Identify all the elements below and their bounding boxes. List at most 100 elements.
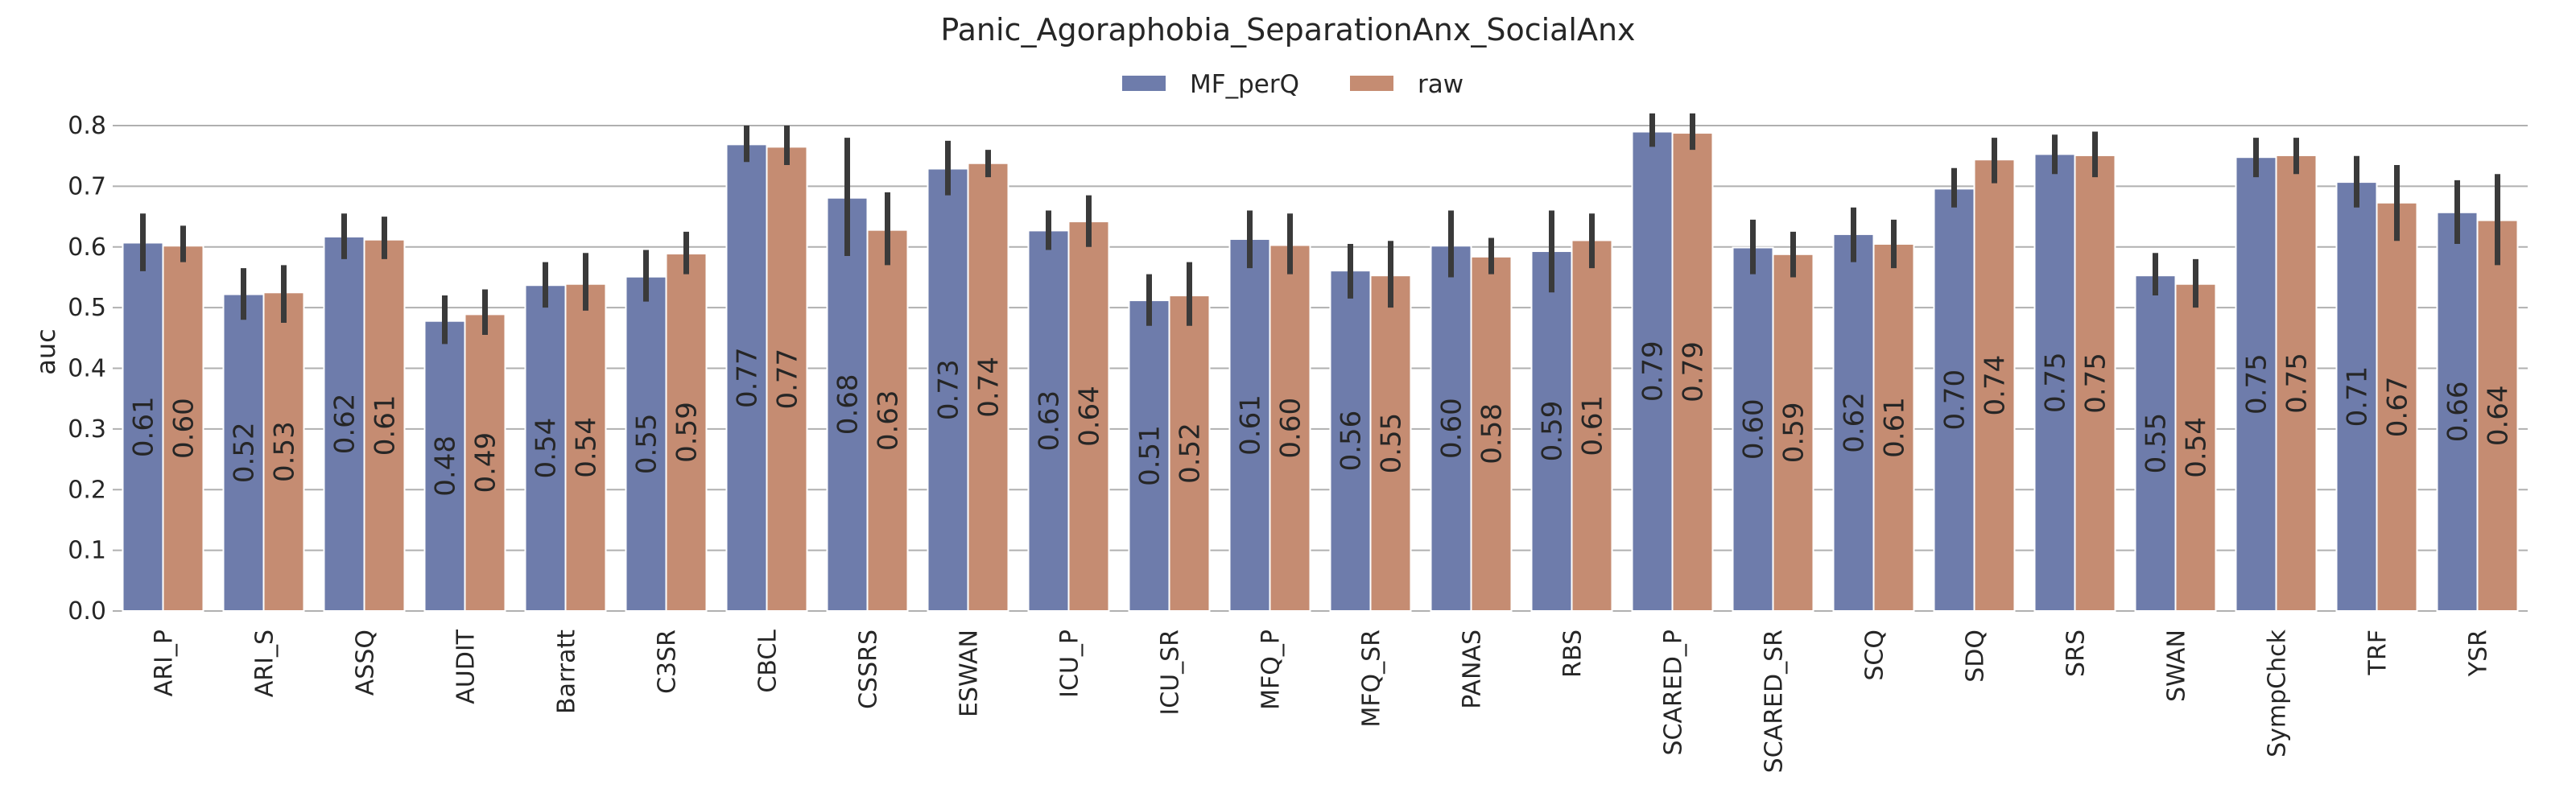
bar-value-label: 0.55 xyxy=(2140,413,2173,474)
bar-value-label: 0.60 xyxy=(1436,398,1468,459)
bar-value-label: 0.79 xyxy=(1678,341,1710,402)
x-tick-label: SCQ xyxy=(1861,630,1889,681)
bar-MF_perQ-TRF xyxy=(2335,181,2378,612)
bar-value-label: 0.54 xyxy=(530,418,563,479)
bar-value-label: 0.63 xyxy=(1034,390,1066,452)
bar-raw-SRS xyxy=(2074,154,2116,612)
bar-value-label: 0.73 xyxy=(933,359,965,420)
error-bars xyxy=(140,113,2500,345)
bar-MF_perQ-SympChck xyxy=(2235,156,2277,612)
x-tick-label: YSR xyxy=(2465,630,2493,677)
bar-raw-C3SR xyxy=(665,253,708,612)
bar-value-label: 0.64 xyxy=(2483,385,2515,446)
bar-value-label: 0.75 xyxy=(2080,353,2112,414)
bar-raw-ARI_S xyxy=(262,291,305,612)
bar-value-label: 0.54 xyxy=(2181,417,2213,478)
bar-value-label: 0.75 xyxy=(2040,352,2072,413)
bar-value-label: 0.59 xyxy=(1778,402,1810,464)
y-tick-label: 0.7 xyxy=(68,172,106,200)
bar-value-label: 0.79 xyxy=(1637,341,1670,402)
bar-value-label: 0.53 xyxy=(269,421,301,482)
bar-value-label: 0.59 xyxy=(1537,401,1569,462)
bar-value-label: 0.62 xyxy=(329,394,361,455)
bar-MF_perQ-CSSRS xyxy=(826,196,869,613)
y-tick-label: 0.3 xyxy=(68,415,106,444)
bar-raw-YSR xyxy=(2476,219,2519,612)
y-tick-label: 0.5 xyxy=(68,294,106,322)
bar-raw-ESWAN xyxy=(967,162,1009,613)
bar-value-label: 0.49 xyxy=(470,432,502,493)
x-tick-label: TRF xyxy=(2364,630,2392,675)
bar-value-label: 0.60 xyxy=(1738,398,1770,460)
bar-MF_perQ-MFQ_P xyxy=(1228,237,1271,612)
x-tick-label: SCARED_SR xyxy=(1761,630,1789,773)
x-tick-label: ARI_S xyxy=(251,630,279,697)
bar-value-label: 0.75 xyxy=(2241,353,2273,415)
y-tick-label: 0.8 xyxy=(68,112,106,140)
legend: MF_perQ raw xyxy=(1122,70,1463,99)
bar-raw-AUDIT xyxy=(464,313,506,612)
bar-MF_perQ-PANAS xyxy=(1430,245,1472,612)
bar-value-label: 0.55 xyxy=(1376,413,1408,474)
bar-value-label: 0.70 xyxy=(1939,369,1971,431)
bar-value-label: 0.61 xyxy=(369,395,402,456)
bar-value-label: 0.77 xyxy=(732,347,764,408)
bar-raw-ARI_P xyxy=(162,245,204,612)
bar-MF_perQ-Barratt xyxy=(524,284,567,612)
bar-value-label: 0.77 xyxy=(772,349,804,410)
x-tick-label: ICU_SR xyxy=(1157,630,1185,716)
bar-value-label: 0.67 xyxy=(2382,377,2414,438)
gridlines xyxy=(113,125,2528,612)
x-tick-label: MFQ_SR xyxy=(1358,630,1386,728)
bar-raw-MFQ_SR xyxy=(1369,275,1412,612)
x-tick-label: ASSQ xyxy=(352,630,380,696)
x-tick-label: ICU_P xyxy=(1056,630,1084,698)
bar-value-label: 0.62 xyxy=(1839,392,1871,453)
legend-swatch-raw xyxy=(1350,76,1393,91)
bar-raw-ICU_SR xyxy=(1168,295,1211,612)
y-axis-label: auc xyxy=(31,328,61,374)
x-tick-label: ESWAN xyxy=(956,630,984,717)
x-axis-ticks: ARI_P ARI_S ASSQ AUDIT Barratt C3SR CBCL CSSRS E… xyxy=(151,629,2493,773)
y-tick-label: 0.6 xyxy=(68,233,106,262)
bar-value-label: 0.75 xyxy=(2281,353,2314,414)
x-tick-label: SDQ xyxy=(1962,630,1990,683)
bar-value-label: 0.61 xyxy=(1235,394,1267,456)
bar-value-label: 0.60 xyxy=(1275,398,1307,459)
bar-raw-CBCL xyxy=(766,146,808,613)
bar-value-label: 0.55 xyxy=(631,413,663,474)
bar-raw-MFQ_P xyxy=(1269,244,1311,612)
y-axis-ticks: 0.0 0.1 0.2 0.3 0.4 0.5 0.6 0.7 0.8 xyxy=(68,112,106,625)
bar-raw-Barratt xyxy=(564,283,607,612)
bar-value-label: 0.61 xyxy=(128,396,160,457)
bar-value-label: 0.74 xyxy=(973,357,1005,418)
bar-value-label: 0.60 xyxy=(168,398,200,459)
x-tick-label: ARI_P xyxy=(151,630,179,696)
bar-raw-ASSQ xyxy=(363,238,406,612)
x-tick-label: CSSRS xyxy=(855,630,883,709)
bar-value-label: 0.63 xyxy=(873,390,905,451)
x-tick-label: AUDIT xyxy=(452,629,481,704)
bar-value-label: 0.48 xyxy=(430,436,462,497)
bar-value-label: 0.52 xyxy=(229,422,261,483)
x-tick-label: C3SR xyxy=(654,630,682,694)
legend-swatch-MF_perQ xyxy=(1122,76,1166,91)
bar-value-labels: 0.61 0.60 0.52 0.53 0.62 0.610.48 0.49 0.54 0.54… xyxy=(128,341,2515,496)
bar-MF_perQ-SCARED_SR xyxy=(1732,246,1774,612)
bar-raw-SympChck xyxy=(2275,154,2318,612)
bar-value-label: 0.61 xyxy=(1577,395,1609,456)
bar-MF_perQ-ICU_SR xyxy=(1128,299,1170,612)
y-tick-label: 0.2 xyxy=(68,476,106,504)
bar-value-label: 0.71 xyxy=(2342,366,2374,427)
x-tick-label: RBS xyxy=(1559,630,1587,678)
bar-raw-TRF xyxy=(2376,201,2418,612)
bar-MF_perQ-MFQ_SR xyxy=(1329,270,1372,612)
bar-raw-SCARED_SR xyxy=(1772,253,1814,612)
bar-MF_perQ-SDQ xyxy=(1933,188,1975,612)
bar-value-label: 0.58 xyxy=(1476,403,1509,464)
x-tick-label: SRS xyxy=(2062,630,2091,677)
y-tick-label: 0.4 xyxy=(68,355,106,383)
y-tick-label: 0.0 xyxy=(68,597,106,625)
x-tick-label: Barratt xyxy=(553,630,581,714)
bar-value-label: 0.61 xyxy=(1879,397,1911,458)
